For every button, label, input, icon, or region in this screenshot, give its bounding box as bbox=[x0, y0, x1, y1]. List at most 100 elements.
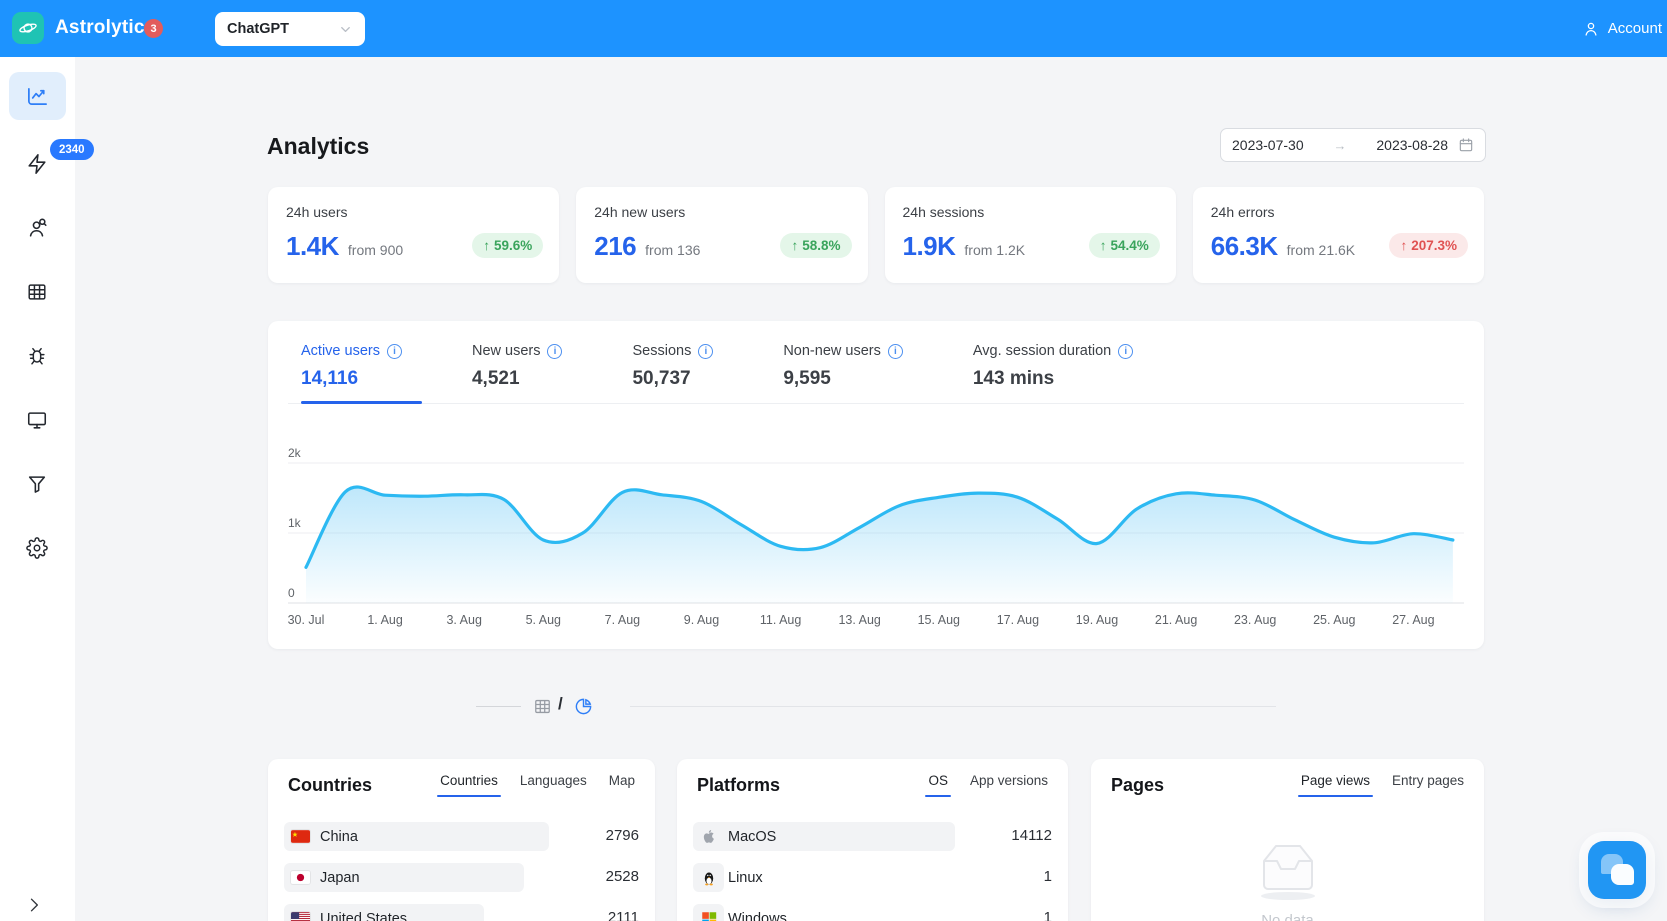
gear-icon bbox=[26, 537, 48, 559]
country-name: Japan bbox=[320, 869, 360, 886]
sidebar-item-devices[interactable] bbox=[17, 400, 57, 440]
platform-name: Linux bbox=[728, 869, 763, 886]
info-icon[interactable] bbox=[386, 343, 402, 359]
stat-delta-badge: ↑ 54.4% bbox=[1088, 233, 1160, 258]
info-icon[interactable] bbox=[1118, 343, 1134, 359]
pie-view-button[interactable] bbox=[574, 697, 593, 716]
pages-card: Pages Page views Entry pages No data bbox=[1091, 759, 1484, 921]
sidebar-expand-button[interactable] bbox=[24, 895, 48, 919]
sidebar-item-events[interactable] bbox=[17, 144, 57, 184]
sidebar-item-data-tables[interactable] bbox=[17, 272, 57, 312]
pages-empty-state: No data bbox=[1091, 839, 1484, 921]
view-toggle-row: / bbox=[0, 690, 1667, 724]
active-users-area-chart: 0 1k 2k 30. Jul 1. Aug 3. Aug 5. Aug 7. Aug 9. … bbox=[288, 446, 1464, 627]
stat-card-24h-new-users: 24h new users 216 from 136 ↑ 58.8% bbox=[576, 187, 868, 283]
platforms-card: Platforms OS App versions MacOS 14112 bbox=[677, 759, 1068, 921]
country-value: 2111 bbox=[607, 909, 639, 921]
stat-baseline: from 136 bbox=[645, 242, 701, 258]
up-arrow-icon: ↑ bbox=[1400, 238, 1408, 253]
platform-row-windows[interactable]: Windows 1 bbox=[693, 904, 1052, 921]
x-tick-label: 7. Aug bbox=[605, 613, 640, 627]
sidebar-item-settings[interactable] bbox=[17, 528, 57, 568]
x-tick-label: 30. Jul bbox=[288, 613, 325, 627]
events-count-badge: 2340 bbox=[50, 139, 94, 160]
tab-sessions[interactable]: Sessions 50,737 bbox=[632, 343, 733, 403]
info-icon[interactable] bbox=[887, 343, 903, 359]
date-range-picker[interactable]: 2023-07-30 → 2023-08-28 bbox=[1220, 128, 1486, 162]
stat-delta-badge: ↑ 207.3% bbox=[1389, 233, 1468, 258]
sidebar-item-analytics[interactable] bbox=[9, 72, 66, 120]
person-icon bbox=[1585, 22, 1597, 36]
stat-label: 24h errors bbox=[1210, 204, 1275, 220]
stat-baseline: from 1.2K bbox=[964, 242, 1026, 258]
pie-chart-icon bbox=[575, 698, 592, 715]
sidebar-item-funnels[interactable] bbox=[17, 464, 57, 504]
date-range-arrow: → bbox=[1333, 137, 1347, 153]
country-row-japan[interactable]: Japan 2528 bbox=[284, 863, 639, 892]
platform-row-linux[interactable]: Linux 1 bbox=[693, 863, 1052, 892]
platform-bar bbox=[693, 822, 955, 851]
platform-row-macos[interactable]: MacOS 14112 bbox=[693, 822, 1052, 851]
table-view-button[interactable] bbox=[533, 697, 552, 716]
chevron-right-icon bbox=[30, 898, 38, 912]
monitor-icon bbox=[27, 412, 47, 429]
tab-active-users[interactable]: Active users 14,116 bbox=[301, 343, 422, 404]
info-icon[interactable] bbox=[547, 343, 563, 359]
date-range-start[interactable]: 2023-07-30 bbox=[1232, 137, 1304, 153]
toggle-separator: / bbox=[558, 694, 563, 713]
x-tick-label: 21. Aug bbox=[1155, 613, 1197, 627]
platform-value: 14112 bbox=[1011, 827, 1052, 844]
x-tick-label: 17. Aug bbox=[997, 613, 1039, 627]
up-arrow-icon: ↑ bbox=[791, 238, 799, 253]
tab-app-versions[interactable]: App versions bbox=[969, 773, 1048, 788]
app-logo[interactable] bbox=[12, 12, 44, 44]
x-tick-label: 1. Aug bbox=[367, 613, 402, 627]
metric-tab-value: 14,116 bbox=[301, 368, 359, 389]
x-tick-label: 23. Aug bbox=[1234, 613, 1276, 627]
x-tick-label: 11. Aug bbox=[760, 613, 802, 627]
tab-countries[interactable]: Countries bbox=[437, 773, 501, 797]
y-tick-label: 0 bbox=[288, 586, 295, 600]
up-arrow-icon: ↑ bbox=[483, 238, 490, 253]
stat-label: 24h users bbox=[286, 204, 348, 220]
tab-page-views[interactable]: Page views bbox=[1297, 773, 1374, 797]
account-button[interactable]: Account bbox=[1582, 0, 1664, 57]
stat-baseline: from 900 bbox=[347, 242, 404, 258]
stat-value: 216 bbox=[594, 231, 637, 261]
chat-bubble-icon bbox=[1611, 864, 1634, 885]
empty-state-text: No data bbox=[1261, 912, 1314, 921]
funnel-icon bbox=[28, 476, 46, 493]
metric-tab-label: Non-new users bbox=[783, 343, 881, 359]
tab-languages[interactable]: Languages bbox=[519, 773, 587, 788]
platform-value: 1 bbox=[1043, 868, 1052, 885]
stat-delta: 207.3% bbox=[1411, 238, 1457, 253]
info-icon[interactable] bbox=[698, 343, 714, 359]
tab-new-users[interactable]: New users 4,521 bbox=[472, 343, 583, 403]
platform-name: Windows bbox=[728, 910, 787, 921]
chevron-down-icon bbox=[341, 26, 350, 32]
stat-card-24h-sessions: 24h sessions 1.9K from 1.2K ↑ 54.4% bbox=[884, 187, 1176, 283]
sidebar-item-errors[interactable] bbox=[17, 336, 57, 376]
country-bar bbox=[284, 822, 549, 851]
tab-map[interactable]: Map bbox=[608, 773, 635, 788]
divider-line bbox=[630, 706, 1276, 707]
project-selector[interactable]: ChatGPT bbox=[215, 12, 365, 46]
chat-widget-button[interactable] bbox=[1588, 841, 1646, 899]
country-row-china[interactable]: China 2796 bbox=[284, 822, 639, 851]
tab-os[interactable]: OS bbox=[925, 773, 951, 797]
tab-avg-session-duration[interactable]: Avg. session duration 143 mins bbox=[973, 343, 1153, 403]
country-row-united-states[interactable]: United States 2111 bbox=[284, 904, 639, 921]
page-title: Analytics bbox=[267, 133, 370, 159]
platforms-title: Platforms bbox=[697, 774, 781, 795]
tab-entry-pages[interactable]: Entry pages bbox=[1391, 773, 1464, 788]
date-range-end[interactable]: 2023-08-28 bbox=[1376, 137, 1448, 153]
metric-tab-value: 143 mins bbox=[972, 368, 1055, 389]
metric-tab-label: Avg. session duration bbox=[972, 343, 1112, 359]
chart-x-tick-labels: 30. Jul 1. Aug 3. Aug 5. Aug 7. Aug 9. Aug 11.… bbox=[288, 613, 1435, 627]
calendar-icon[interactable] bbox=[1458, 137, 1474, 153]
stat-baseline: from 21.6K bbox=[1286, 242, 1356, 258]
tab-non-new-users[interactable]: Non-new users 9,595 bbox=[783, 343, 923, 403]
sidebar-item-users[interactable] bbox=[17, 208, 57, 248]
countries-card: Countries Countries Languages Map China … bbox=[268, 759, 655, 921]
